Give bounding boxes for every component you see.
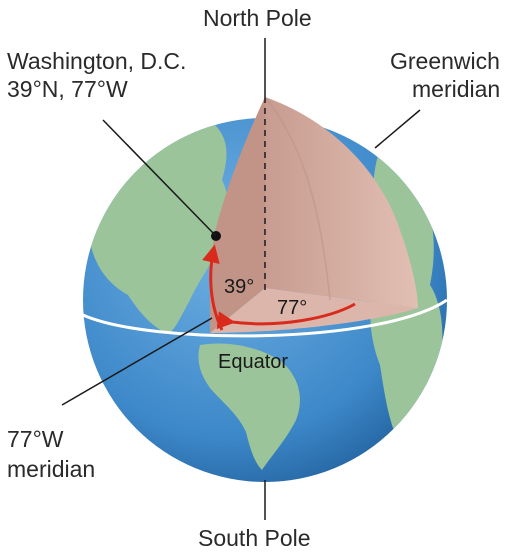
longitude-arc — [216, 302, 356, 330]
cutaway-wedge — [209, 96, 418, 333]
leader-washington — [102, 119, 217, 237]
washington-coords-label: 39°N, 77°W — [7, 76, 128, 102]
washington-label: Washington, D.C. — [7, 48, 187, 74]
north-pole-label: North Pole — [203, 5, 312, 31]
meridian-77-face — [209, 97, 265, 333]
greenwich-label-line2: meridian — [412, 76, 501, 102]
latitude-angle-label: 39° — [224, 276, 254, 298]
greenwich-label-line1: Greenwich — [390, 48, 500, 74]
longitude-angle-label: 77° — [277, 297, 307, 319]
equator-line — [82, 298, 448, 338]
equatorial-plane — [210, 288, 418, 333]
equator-label: Equator — [218, 351, 288, 373]
meridian-77-label-line2: meridian — [7, 456, 96, 482]
south-pole-label: South Pole — [198, 525, 311, 551]
leader-greenwich — [374, 109, 421, 149]
meridian-77-label-line1: 77°W — [7, 426, 64, 452]
wedge-shade — [264, 96, 331, 301]
south-america — [198, 343, 300, 470]
greenwich-face — [265, 97, 418, 308]
leader-77w — [61, 317, 213, 406]
